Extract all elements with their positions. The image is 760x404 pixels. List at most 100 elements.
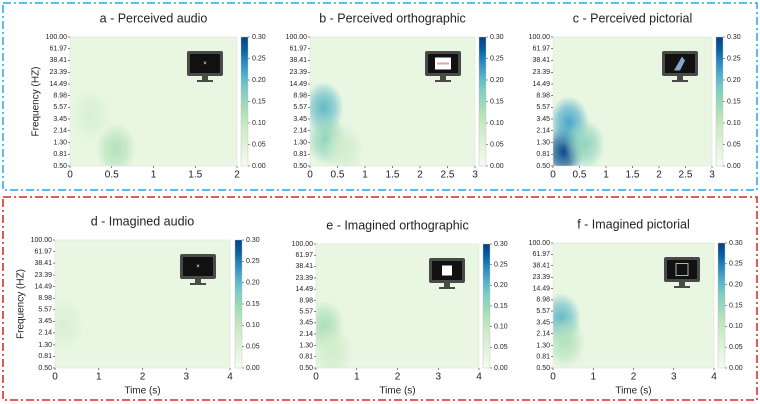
y-tick-label: 2.14 — [38, 330, 52, 337]
colorbar-tick-label: 0.20 — [246, 280, 260, 287]
x-tick-label: 2 — [417, 170, 423, 181]
y-tick-label: 2.14 — [53, 127, 67, 134]
colorbar-tick-label: 0.25 — [729, 261, 743, 268]
colorbar-tick-label: 0.25 — [727, 55, 741, 62]
x-tick-label: 0 — [550, 372, 556, 383]
colorbar-tick-label: 0.15 — [252, 98, 266, 105]
y-tick-label: 1.30 — [536, 140, 550, 147]
x-tick-label: 0 — [52, 372, 58, 383]
x-tick-label: 1 — [362, 170, 368, 181]
x-tick-label: 3 — [671, 372, 677, 383]
x-tick-label: 0 — [67, 170, 73, 181]
colorbar-tick-label: 0.15 — [490, 98, 504, 105]
heatmap-peak — [553, 316, 586, 368]
colorbar-tick-label: 0.10 — [494, 324, 508, 331]
stimulus-icon: × — [187, 51, 223, 82]
y-tick-label: 100.00 — [46, 34, 68, 41]
heatmap-peak — [316, 325, 353, 368]
x-tick-label: 0.5 — [105, 170, 119, 181]
y-tick-label: 14.49 — [49, 81, 67, 88]
colorbar-tick-label: 0.10 — [727, 120, 741, 127]
x-axis-label: Time (s) — [379, 386, 415, 397]
colorbar-tick-label: 0.05 — [246, 344, 260, 351]
x-tick-label: 0.5 — [573, 170, 587, 181]
y-tick-label: 38.41 — [295, 263, 313, 270]
y-tick-label: 38.41 — [532, 262, 550, 269]
x-tick-label: 3 — [435, 372, 441, 383]
colorbar-tick-label: 0.30 — [727, 34, 741, 41]
x-tick-label: 2 — [395, 372, 401, 383]
y-tick-label: 5.57 — [536, 104, 550, 111]
y-tick-label: 23.39 — [289, 69, 307, 76]
x-tick-label: 1.5 — [626, 170, 640, 181]
stimulus-icon — [664, 257, 700, 288]
x-tick-label: 1 — [603, 170, 609, 181]
x-tick-label: 3 — [709, 170, 715, 181]
x-tick-label: 2 — [656, 170, 662, 181]
stimulus-icon — [662, 51, 698, 82]
y-tick-label: 0.81 — [293, 151, 307, 158]
colorbar-tick-label: 0.30 — [494, 241, 508, 248]
x-tick-label: 3 — [472, 170, 478, 181]
y-tick-label: 14.49 — [289, 81, 307, 88]
x-tick-label: 0 — [313, 372, 319, 383]
x-tick-label: 1.5 — [386, 170, 400, 181]
x-axis-label: Time (s) — [124, 386, 160, 397]
y-tick-label: 0.81 — [299, 354, 313, 361]
colorbar-tick-label: 0.30 — [729, 240, 743, 247]
y-tick-label: 3.45 — [293, 116, 307, 123]
colorbar-tick-label: 0.00 — [246, 365, 260, 372]
colorbar-tick-label: 0.10 — [252, 120, 266, 127]
colorbar-tick-label: 0.00 — [727, 163, 741, 170]
y-tick-label: 23.39 — [532, 69, 550, 76]
colorbar-tick-label: 0.20 — [252, 77, 266, 84]
y-tick-label: 0.50 — [299, 365, 313, 372]
colorbar-tick-label: 0.20 — [729, 282, 743, 289]
colorbar-tick-label: 0.15 — [246, 301, 260, 308]
heatmap-peak — [55, 298, 84, 351]
y-axis-label: Frequency (HZ) — [16, 269, 27, 339]
y-tick-label: 38.41 — [34, 260, 52, 267]
y-tick-label: 5.57 — [53, 104, 67, 111]
y-tick-label: 1.30 — [536, 342, 550, 349]
colorbar-tick-label: 0.30 — [490, 34, 504, 41]
y-tick-label: 8.98 — [53, 93, 67, 100]
panel-title: a - Perceived audio — [100, 11, 208, 25]
colorbar-tick-label: 0.05 — [252, 141, 266, 148]
colorbar — [717, 242, 726, 369]
colorbar-tick-label: 0.25 — [490, 55, 504, 62]
y-tick-label: 0.50 — [536, 365, 550, 372]
stimulus-icon: × — [180, 254, 216, 285]
y-tick-label: 61.97 — [34, 248, 52, 255]
colorbar-tick-label: 0.00 — [252, 163, 266, 170]
x-tick-label: 1 — [354, 372, 360, 383]
y-tick-label: 8.98 — [536, 93, 550, 100]
colorbar-tick-label: 0.20 — [727, 77, 741, 84]
x-tick-label: 2 — [140, 372, 146, 383]
svg-text:×: × — [203, 61, 207, 67]
x-tick-label: 0 — [550, 170, 556, 181]
group-box-imagined — [2, 196, 758, 401]
colorbar-tick-label: 0.05 — [727, 141, 741, 148]
y-tick-label: 38.41 — [289, 57, 307, 64]
x-tick-label: 4 — [476, 372, 482, 383]
y-tick-label: 100.00 — [286, 34, 308, 41]
x-axis-label: Time (s) — [615, 386, 651, 397]
colorbar-tick-label: 0.15 — [727, 98, 741, 105]
colorbar-tick-label: 0.00 — [729, 365, 743, 372]
colorbar-tick-label: 0.20 — [494, 282, 508, 289]
x-tick-label: 0 — [307, 170, 313, 181]
x-tick-label: 1 — [96, 372, 102, 383]
y-tick-label: 2.14 — [293, 127, 307, 134]
x-tick-label: 0.5 — [331, 170, 345, 181]
colorbar-tick-label: 0.05 — [494, 344, 508, 351]
y-tick-label: 3.45 — [53, 116, 67, 123]
colorbar-tick-label: 0.15 — [729, 302, 743, 309]
panel-title: e - Imagined orthographic — [326, 218, 468, 232]
y-tick-label: 3.45 — [536, 319, 550, 326]
y-tick-label: 5.57 — [536, 308, 550, 315]
y-tick-label: 61.97 — [532, 251, 550, 258]
heatmap-peak — [70, 89, 111, 142]
y-tick-label: 100.00 — [31, 237, 53, 244]
y-tick-label: 0.50 — [38, 365, 52, 372]
